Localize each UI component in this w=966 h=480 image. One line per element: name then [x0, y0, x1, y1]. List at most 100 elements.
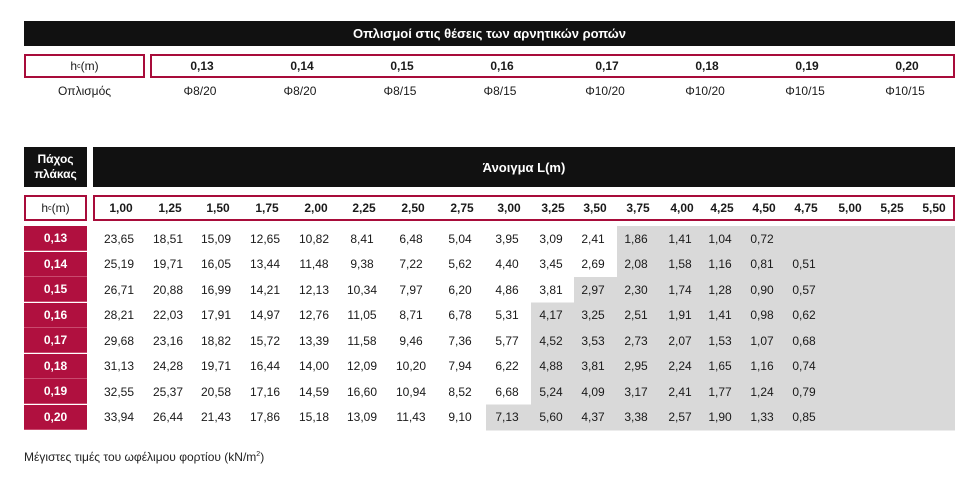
load-value-cell: 5,24: [539, 384, 563, 399]
load-value-cell: 5,60: [539, 410, 563, 424]
load-value-cell: 31,13: [103, 359, 135, 373]
load-value-cell: 2,41: [668, 384, 692, 399]
load-value-cell: 2,69: [581, 257, 605, 271]
load-value-cell: 14,21: [249, 282, 281, 297]
thickness-header-cell: 0,15: [390, 59, 414, 73]
load-value-cell: 14,97: [249, 308, 281, 322]
footnote-sup: 2: [256, 451, 261, 458]
load-value-cell: [909, 405, 955, 430]
load-value-cell: 3,45: [539, 257, 563, 271]
span-header-cell: 1,50: [206, 201, 230, 215]
load-value-cell: 1,33: [750, 410, 774, 424]
span-header-cell: 4,75: [794, 201, 818, 215]
load-value-cell: 12,13: [298, 282, 330, 297]
load-value-cell: 6,22: [495, 359, 519, 373]
load-value-cell: [867, 277, 913, 302]
span-header-cell: 2,25: [352, 201, 376, 215]
load-value-cell: 19,71: [152, 257, 184, 271]
table1-row-label: Οπλισμός: [57, 84, 112, 98]
load-value-cell: 4,52: [539, 333, 563, 348]
load-value-cell: 10,82: [298, 231, 330, 246]
thickness-header-cell: 0,18: [695, 59, 719, 73]
load-value-cell: [825, 252, 871, 277]
span-header-cell: 2,00: [304, 201, 328, 215]
load-value-cell: 14,00: [298, 359, 330, 373]
load-value-cell: [781, 226, 827, 251]
hc-unit: (m): [80, 59, 99, 73]
load-value-cell: 0,57: [792, 282, 816, 297]
load-value-cell: 3,09: [539, 231, 563, 246]
thickness-header-cell: 0,13: [190, 59, 214, 73]
load-value-cell: 0,72: [750, 231, 774, 246]
table1-thickness-header: 0,13 0,14 0,15 0,16 0,17 0,18 0,19 0,20: [150, 54, 955, 78]
load-value-cell: [825, 226, 871, 251]
load-value-cell: 23,16: [152, 333, 184, 348]
load-value-cell: 15,72: [249, 333, 281, 348]
table-row: 0,14 25,19 19,71 16,05 13,44 11,48 9,38 7,22 5,6…: [0, 251, 966, 277]
reinforcement-cell: Φ8/20: [183, 84, 217, 98]
load-value-cell: 33,94: [103, 410, 135, 424]
load-value-cell: [825, 405, 871, 430]
load-value-cell: 6,20: [448, 282, 472, 297]
table-row: 0,16 28,21 22,03 17,91 14,97 12,76 11,05 8,71 6,…: [0, 302, 966, 328]
load-value-cell: 26,71: [103, 282, 135, 297]
hc-subscript: c: [77, 62, 81, 70]
load-value-cell: 11,43: [396, 410, 426, 424]
load-value-cell: 1,28: [708, 282, 732, 297]
load-value-cell: [909, 252, 955, 277]
load-value-cell: 1,16: [750, 359, 774, 373]
span-header-cell: 4,25: [710, 201, 734, 215]
load-value-cell: 2,30: [624, 282, 648, 297]
load-value-cell: 16,44: [249, 359, 281, 373]
span-header-cell: 1,75: [255, 201, 279, 215]
table2-corner-header: Πάχος πλάκας: [24, 147, 87, 187]
load-value-cell: 9,38: [350, 257, 374, 271]
load-value-cell: 1,07: [750, 333, 774, 348]
load-value-cell: 1,86: [624, 231, 648, 246]
load-value-cell: 0,62: [792, 308, 816, 322]
table2-body: 0,13 23,65 18,51 15,09 12,65 10,82 8,41 6,48 5,0…: [0, 226, 966, 430]
load-value-cell: 20,88: [152, 282, 184, 297]
load-value-cell: 7,97: [399, 282, 423, 297]
hc-unit: (m): [51, 201, 70, 215]
table-row: 0,13 23,65 18,51 15,09 12,65 10,82 8,41 6,48 5,0…: [0, 226, 966, 251]
load-value-cell: [867, 303, 913, 328]
load-value-cell: 17,86: [249, 410, 281, 424]
thickness-header-cell: 0,20: [895, 59, 919, 73]
load-value-cell: 3,95: [495, 231, 519, 246]
load-value-cell: 18,51: [152, 231, 184, 246]
table-row: 0,18 31,13 24,28 19,71 16,44 14,00 12,09 10,20 7…: [0, 353, 966, 379]
load-value-cell: [867, 379, 913, 404]
load-value-cell: 26,44: [152, 410, 184, 424]
load-value-cell: 10,20: [395, 359, 427, 373]
load-value-cell: 6,68: [495, 384, 519, 399]
load-value-cell: 2,07: [668, 333, 692, 348]
load-value-cell: 28,21: [103, 308, 135, 322]
load-value-cell: 8,41: [350, 231, 374, 246]
thickness-label: 0,13: [24, 226, 87, 251]
load-value-cell: 0,90: [750, 282, 774, 297]
load-value-cell: 0,79: [792, 384, 816, 399]
load-value-cell: 2,08: [624, 257, 648, 271]
load-value-cell: 1,41: [708, 308, 732, 322]
load-value-cell: 17,91: [200, 308, 232, 322]
reinforcement-cell: Φ10/15: [785, 84, 825, 98]
load-value-cell: 11,05: [347, 308, 377, 322]
span-header-cell: 2,75: [450, 201, 474, 215]
load-value-cell: 1,74: [668, 282, 692, 297]
load-value-cell: 11,48: [299, 257, 329, 271]
load-value-cell: 12,76: [298, 308, 330, 322]
thickness-label: 0,16: [24, 302, 87, 328]
hc-symbol: h: [70, 59, 78, 73]
hc-subscript: c: [48, 204, 52, 212]
load-value-cell: 17,16: [249, 384, 281, 399]
load-value-cell: 1,04: [708, 231, 732, 246]
footnote: Μέγιστες τιμές του ωφέλιμου φορτίου (kN/…: [24, 450, 264, 464]
thickness-header-cell: 0,16: [490, 59, 514, 73]
load-value-cell: 2,24: [668, 359, 692, 373]
span-header-cell: 5,00: [838, 201, 862, 215]
table2-title: Άνοιγμα L(m): [93, 147, 955, 187]
load-value-cell: 21,43: [200, 410, 232, 424]
load-value-cell: 0,81: [750, 257, 774, 271]
load-value-cell: 2,95: [624, 359, 648, 373]
